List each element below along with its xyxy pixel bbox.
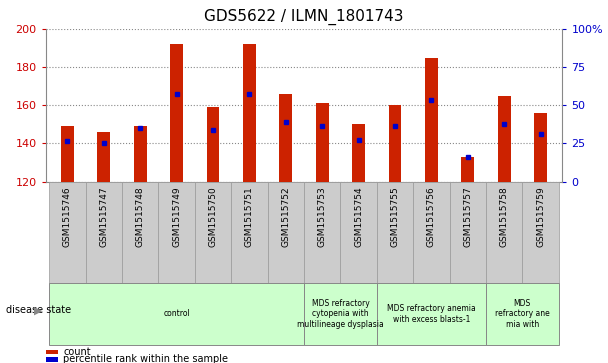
Bar <box>46 357 58 362</box>
Text: GSM1515759: GSM1515759 <box>536 187 545 247</box>
Bar <box>46 350 58 354</box>
Bar <box>486 283 559 345</box>
Bar <box>304 283 377 345</box>
Text: GSM1515755: GSM1515755 <box>390 187 399 247</box>
Text: ▶: ▶ <box>34 305 43 315</box>
Bar <box>352 124 365 182</box>
Bar <box>534 113 547 182</box>
Text: disease state: disease state <box>6 305 74 315</box>
Text: GSM1515747: GSM1515747 <box>99 187 108 247</box>
Bar <box>61 126 74 182</box>
Bar <box>86 182 122 283</box>
Bar <box>268 182 304 283</box>
Bar <box>159 182 195 283</box>
Bar <box>522 182 559 283</box>
Text: control: control <box>163 310 190 318</box>
Text: GSM1515750: GSM1515750 <box>209 187 218 247</box>
Text: MDS
refractory ane
mia with: MDS refractory ane mia with <box>495 299 550 329</box>
Text: GSM1515754: GSM1515754 <box>354 187 363 247</box>
Bar <box>486 182 522 283</box>
Bar <box>134 126 147 182</box>
Text: GSM1515757: GSM1515757 <box>463 187 472 247</box>
Text: MDS refractory
cytopenia with
multilineage dysplasia: MDS refractory cytopenia with multilinea… <box>297 299 384 329</box>
Text: GSM1515751: GSM1515751 <box>245 187 254 247</box>
Bar <box>340 182 377 283</box>
Bar <box>389 105 401 182</box>
Bar <box>377 182 413 283</box>
Text: GSM1515749: GSM1515749 <box>172 187 181 247</box>
Bar <box>231 182 268 283</box>
Bar <box>449 182 486 283</box>
Bar <box>304 182 340 283</box>
Bar <box>316 103 328 182</box>
Bar <box>49 182 86 283</box>
Text: count: count <box>63 347 91 357</box>
Bar <box>122 182 159 283</box>
Bar <box>97 132 110 182</box>
Bar <box>413 182 449 283</box>
Bar <box>425 58 438 182</box>
Bar <box>498 96 511 182</box>
Text: MDS refractory anemia
with excess blasts-1: MDS refractory anemia with excess blasts… <box>387 304 475 324</box>
Bar <box>280 94 292 182</box>
Text: GSM1515758: GSM1515758 <box>500 187 509 247</box>
Text: GSM1515753: GSM1515753 <box>318 187 326 247</box>
Text: percentile rank within the sample: percentile rank within the sample <box>63 354 228 363</box>
Bar <box>207 107 219 182</box>
Text: GSM1515748: GSM1515748 <box>136 187 145 247</box>
Bar <box>377 283 486 345</box>
Text: GSM1515746: GSM1515746 <box>63 187 72 247</box>
Bar <box>243 44 256 182</box>
Text: GSM1515756: GSM1515756 <box>427 187 436 247</box>
Text: GSM1515752: GSM1515752 <box>282 187 290 247</box>
Bar <box>195 182 231 283</box>
Bar <box>461 157 474 182</box>
Title: GDS5622 / ILMN_1801743: GDS5622 / ILMN_1801743 <box>204 9 404 25</box>
Bar <box>49 283 304 345</box>
Bar <box>170 44 183 182</box>
